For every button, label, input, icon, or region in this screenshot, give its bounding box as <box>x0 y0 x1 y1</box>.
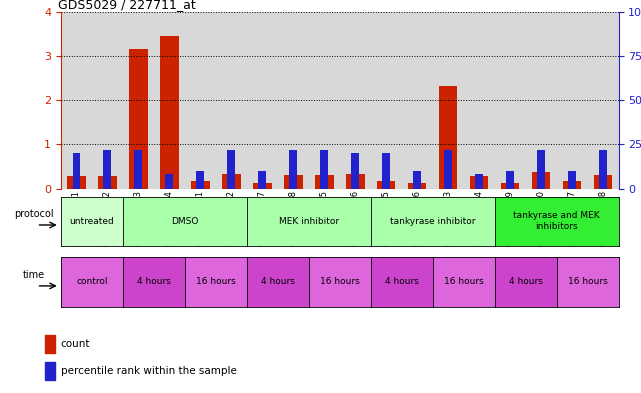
Bar <box>61 12 92 189</box>
Bar <box>191 181 210 189</box>
Bar <box>228 150 235 189</box>
Bar <box>309 12 340 189</box>
Bar <box>92 12 123 189</box>
Bar <box>289 150 297 189</box>
Bar <box>72 153 80 189</box>
Bar <box>594 175 612 189</box>
Bar <box>216 12 247 189</box>
Bar <box>103 150 112 189</box>
Bar <box>222 174 240 189</box>
Text: 16 hours: 16 hours <box>444 277 483 286</box>
Bar <box>160 36 179 189</box>
Bar <box>196 171 204 189</box>
Bar <box>45 335 54 353</box>
Text: tankyrase and MEK
inhibitors: tankyrase and MEK inhibitors <box>513 211 600 231</box>
Bar <box>501 183 519 189</box>
Text: percentile rank within the sample: percentile rank within the sample <box>61 366 237 376</box>
Bar <box>346 174 365 189</box>
Bar <box>433 12 463 189</box>
Text: 4 hours: 4 hours <box>261 277 295 286</box>
Text: protocol: protocol <box>13 209 53 219</box>
Bar <box>98 176 117 189</box>
Bar <box>351 153 359 189</box>
Bar <box>320 150 328 189</box>
Bar <box>284 175 303 189</box>
Bar <box>278 12 309 189</box>
Text: 16 hours: 16 hours <box>196 277 236 286</box>
Bar <box>253 183 272 189</box>
Bar <box>506 171 514 189</box>
Bar <box>135 150 142 189</box>
Bar <box>495 12 526 189</box>
Bar <box>588 12 619 189</box>
Bar <box>185 12 216 189</box>
Bar <box>532 172 551 189</box>
Bar <box>382 153 390 189</box>
Bar <box>413 171 421 189</box>
Bar <box>377 181 395 189</box>
Bar <box>526 12 556 189</box>
Text: 16 hours: 16 hours <box>320 277 360 286</box>
Text: DMSO: DMSO <box>171 217 199 226</box>
Bar <box>537 150 545 189</box>
Text: untreated: untreated <box>69 217 114 226</box>
Text: MEK inhibitor: MEK inhibitor <box>279 217 339 226</box>
Bar <box>258 171 266 189</box>
Bar <box>340 12 370 189</box>
Text: 4 hours: 4 hours <box>137 277 171 286</box>
Text: 4 hours: 4 hours <box>509 277 542 286</box>
Text: time: time <box>22 270 45 279</box>
Text: control: control <box>76 277 108 286</box>
Bar <box>165 174 173 189</box>
Text: GDS5029 / 227711_at: GDS5029 / 227711_at <box>58 0 196 11</box>
Bar <box>556 12 588 189</box>
Bar <box>67 176 86 189</box>
Bar <box>370 12 402 189</box>
Text: 16 hours: 16 hours <box>568 277 608 286</box>
Bar <box>315 175 333 189</box>
Bar <box>408 183 426 189</box>
Text: tankyrase inhibitor: tankyrase inhibitor <box>390 217 476 226</box>
Bar <box>599 150 607 189</box>
Bar <box>402 12 433 189</box>
Text: count: count <box>61 339 90 349</box>
Bar <box>154 12 185 189</box>
Bar <box>475 174 483 189</box>
Bar <box>563 181 581 189</box>
Bar <box>568 171 576 189</box>
Bar <box>470 176 488 189</box>
Bar <box>45 362 54 380</box>
Bar <box>123 12 154 189</box>
Text: 4 hours: 4 hours <box>385 277 419 286</box>
Bar <box>463 12 495 189</box>
Bar <box>439 86 458 189</box>
Bar <box>129 50 147 189</box>
Bar <box>247 12 278 189</box>
Bar <box>444 150 452 189</box>
